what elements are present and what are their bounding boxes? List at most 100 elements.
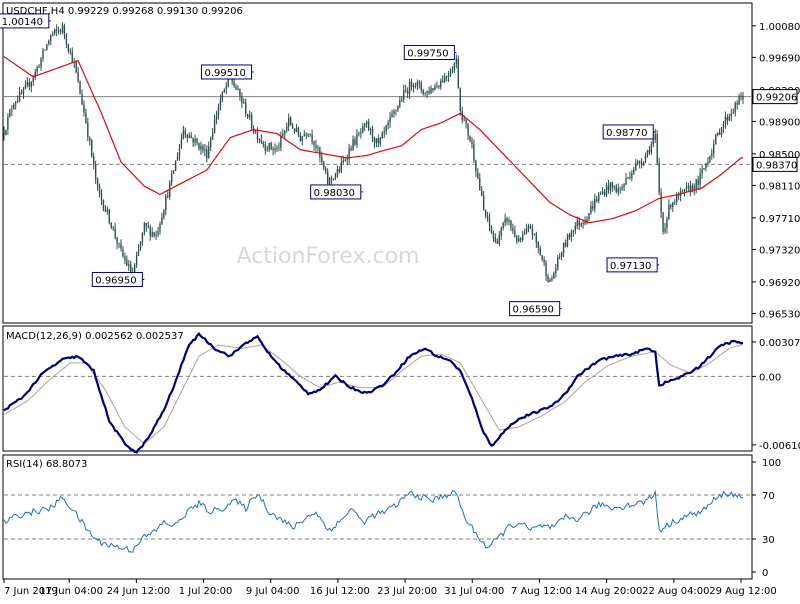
candle-body	[28, 82, 31, 87]
candle-body	[596, 199, 598, 202]
macd-signal-line	[3, 344, 743, 445]
candle-body	[248, 115, 251, 118]
candle-body	[223, 89, 226, 93]
candle-body	[258, 139, 261, 141]
x-tick-label: 1 Jul 20:00	[179, 586, 233, 597]
candle-body	[508, 220, 510, 222]
candle-body	[430, 88, 432, 94]
candle-body	[40, 58, 42, 68]
candle-body	[165, 196, 167, 211]
macd-line	[3, 332, 744, 454]
candle-body	[391, 113, 393, 118]
candle-body	[656, 133, 658, 163]
macd-y-tick-label: -0.006101	[759, 441, 800, 452]
macd-layer	[3, 332, 752, 454]
candle-body	[697, 179, 699, 185]
candle-body	[282, 134, 284, 136]
candle-body	[53, 29, 56, 34]
candle-body	[262, 142, 265, 145]
candle-body	[469, 135, 471, 142]
candle-body	[521, 234, 524, 240]
candle-body	[167, 196, 169, 197]
candle-body	[9, 110, 11, 117]
candle-body	[211, 133, 214, 140]
candle-body	[50, 34, 52, 41]
candle-body	[590, 206, 592, 214]
candle-body	[32, 78, 34, 83]
candle-body	[202, 145, 204, 151]
candle-body	[490, 225, 493, 233]
candle-body	[676, 194, 678, 202]
candle-body	[637, 161, 639, 164]
candle-body	[625, 178, 627, 185]
candle-body	[455, 58, 458, 64]
candle-body	[114, 227, 116, 238]
candle-body	[654, 133, 656, 140]
candle-body	[527, 226, 530, 229]
candle-body	[326, 171, 329, 184]
candle-body	[284, 130, 286, 135]
candle-body	[293, 128, 296, 132]
rsi-y-tick-label: 0	[762, 568, 768, 579]
candle-body	[106, 209, 109, 212]
candle-body	[311, 134, 313, 142]
candle-body	[564, 242, 567, 247]
candle-body	[7, 116, 9, 130]
candle-body	[560, 252, 563, 257]
candle-body	[307, 133, 309, 136]
candle-body	[738, 95, 740, 105]
candle-body	[500, 227, 502, 236]
candle-body	[57, 30, 60, 32]
candle-body	[46, 44, 48, 50]
candle-body	[118, 242, 120, 244]
candle-body	[588, 213, 590, 220]
candle-body	[443, 76, 446, 83]
candle-body	[512, 227, 514, 231]
candle-body	[172, 171, 175, 174]
x-tick-label: 17 Jun 04:00	[39, 586, 103, 597]
candle-body	[243, 102, 245, 104]
candle-body	[488, 217, 491, 226]
level-tag-label: 0.99206	[756, 93, 797, 104]
candle-body	[615, 186, 617, 193]
candle-body	[241, 96, 243, 103]
candle-body	[629, 177, 631, 178]
candle-body	[674, 201, 676, 203]
candle-body	[313, 141, 315, 146]
candle-body	[346, 158, 348, 160]
candle-body	[580, 222, 582, 226]
candle-body	[594, 199, 596, 209]
candle-body	[537, 242, 539, 249]
candle-body	[414, 85, 417, 87]
candle-body	[194, 138, 196, 143]
candle-body	[498, 235, 500, 244]
candle-body	[358, 133, 360, 135]
x-tick-label: 29 Aug 12:00	[709, 586, 776, 597]
rsi-line	[3, 489, 744, 553]
candle-body	[190, 135, 192, 138]
candle-body	[457, 58, 460, 89]
candle-body	[274, 148, 276, 150]
candle-body	[192, 137, 194, 143]
candle-body	[549, 279, 551, 282]
candle-body	[155, 234, 157, 236]
candle-body	[438, 86, 440, 88]
price-annotation-box	[509, 301, 561, 317]
candle-body	[153, 232, 155, 236]
candle-body	[208, 146, 210, 159]
candle-body	[387, 122, 389, 126]
candle-body	[424, 92, 426, 94]
candle-body	[116, 237, 118, 244]
candle-body	[69, 50, 71, 52]
candle-body	[541, 255, 543, 260]
candle-body	[613, 186, 616, 188]
candle-body	[130, 264, 132, 273]
candle-body	[256, 131, 259, 140]
candle-body	[321, 156, 323, 162]
candle-body	[463, 119, 465, 121]
candle-body	[481, 190, 483, 196]
price-header: USDCHF,H4 0.99229 0.99268 0.99130 0.9920…	[6, 6, 243, 17]
candle-body	[642, 161, 645, 165]
candle-body	[397, 106, 399, 111]
candle-body	[200, 145, 202, 150]
